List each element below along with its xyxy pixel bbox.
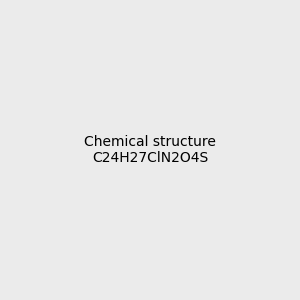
Text: Chemical structure
C24H27ClN2O4S: Chemical structure C24H27ClN2O4S [84, 135, 216, 165]
